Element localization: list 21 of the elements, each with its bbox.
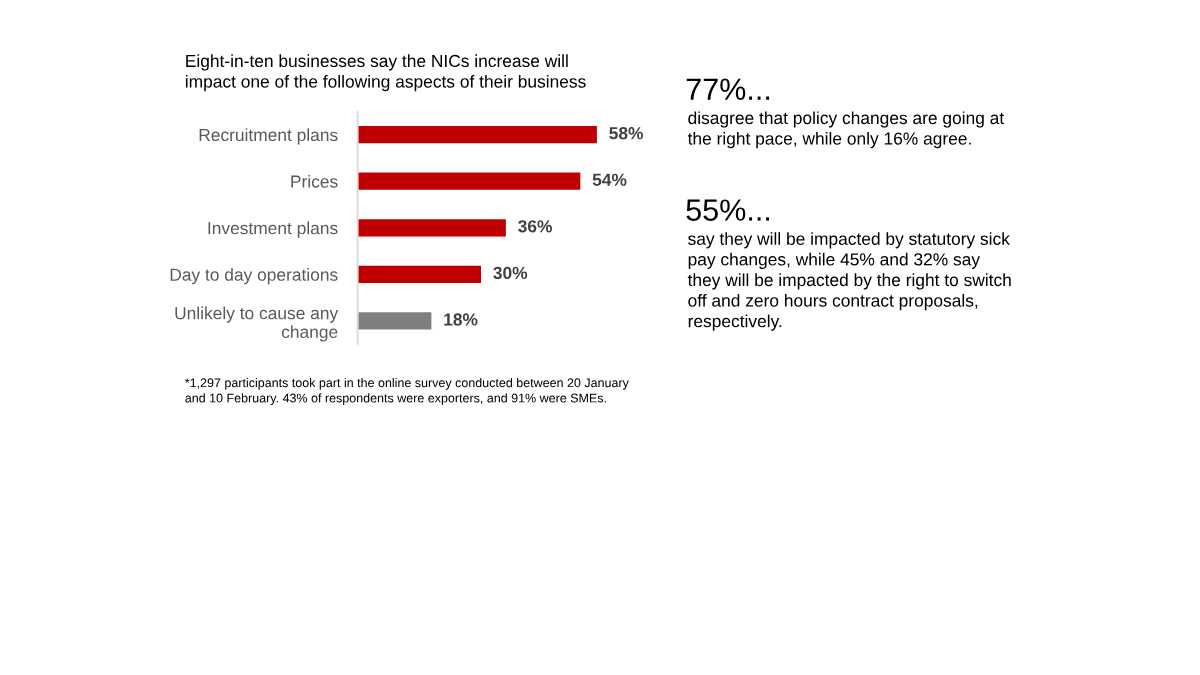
y-tick-label: Prices	[291, 174, 338, 188]
y-tick-label: Unlikely to cause any change	[175, 306, 339, 342]
text: disagree that policy changes are going at the right pace, while only 16% agree.	[687, 111, 1005, 149]
data-label: 18%	[444, 313, 478, 326]
data-label: 36%	[518, 220, 552, 233]
y-tick-label: Recruitment plans	[199, 128, 338, 145]
bar	[357, 217, 508, 238]
text: 55%...	[686, 199, 770, 221]
text: say they will be impacted by statutory sick pay changes, while 45% and 32% say they will be impacted by the right to switch off and zero hours contract proposals, respectively.	[687, 232, 1011, 331]
data-label: 58%	[609, 127, 643, 140]
text: 77%...	[686, 78, 770, 100]
chart-title: Eight-in-ten businesses say the NICs increase will impact one of the following aspects of their business	[185, 54, 586, 92]
bar	[357, 171, 582, 192]
text: *1,297 participants took part in the online survey conducted between 20 January and 10 February. 43% of respondents were exporters, and 91% were SMEs.	[185, 378, 629, 405]
data-label: 54%	[592, 173, 627, 186]
bar	[357, 310, 433, 331]
bar	[357, 124, 599, 145]
data-label: 30%	[493, 266, 528, 280]
y-tick-label: Day to day operations	[170, 268, 338, 285]
bar	[357, 264, 483, 285]
y-tick-label: Investment plans	[208, 221, 338, 238]
